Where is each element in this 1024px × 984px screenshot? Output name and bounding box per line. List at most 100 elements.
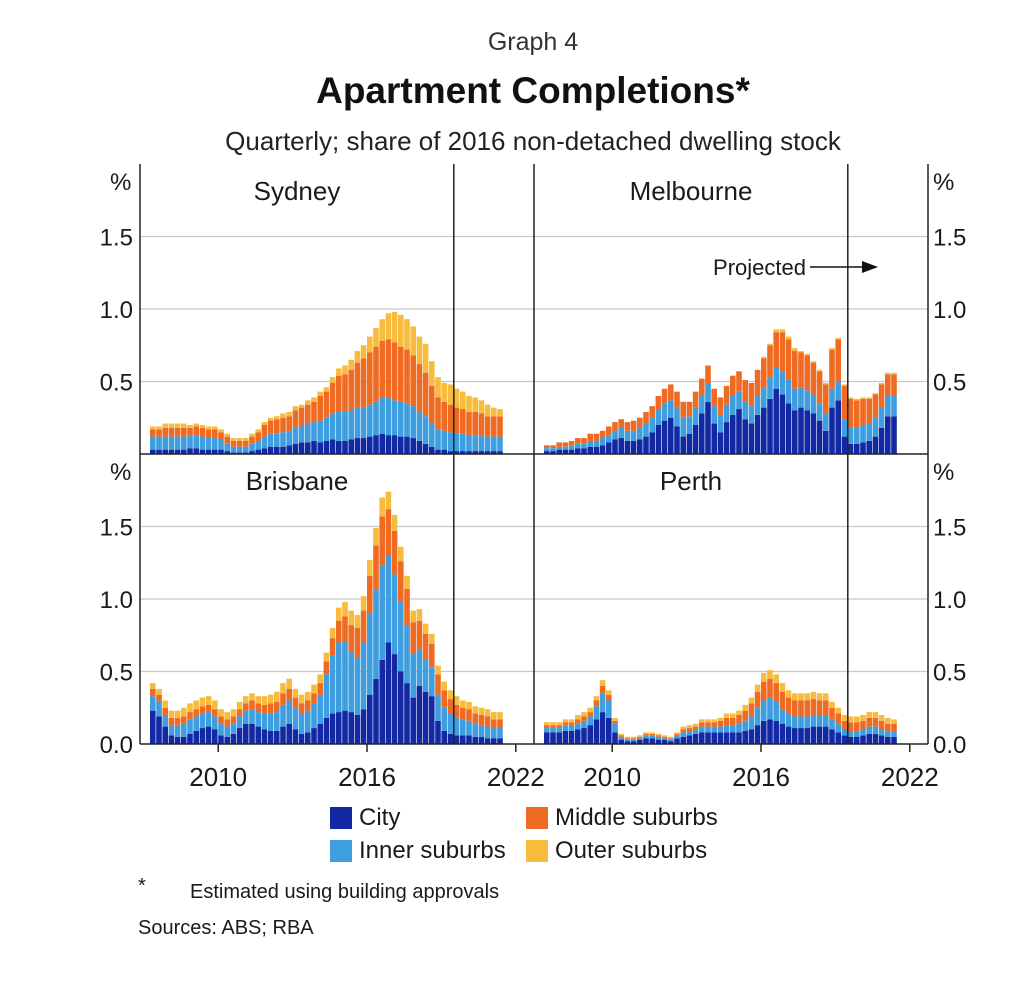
bar-outer-suburbs xyxy=(373,327,379,347)
bar-middle-suburbs xyxy=(637,417,643,428)
bar-middle-suburbs xyxy=(398,346,404,402)
bar-outer-suburbs xyxy=(267,694,274,704)
bar-city xyxy=(668,741,674,744)
bar-middle-suburbs xyxy=(286,416,292,431)
bar-city xyxy=(193,730,199,744)
legend-swatch-inner-suburbs xyxy=(330,840,352,862)
sources-note: Sources: ABS; RBA xyxy=(138,917,314,939)
bar-outer-suburbs xyxy=(478,400,485,414)
bar-city xyxy=(429,696,435,744)
bar-middle-suburbs xyxy=(336,620,342,643)
bar-city xyxy=(336,440,342,454)
legend-label-outer-suburbs: Outer suburbs xyxy=(555,837,708,864)
bar-middle-suburbs xyxy=(367,575,373,614)
bar-middle-suburbs xyxy=(484,416,491,437)
bar-city xyxy=(385,642,392,744)
bar-middle-suburbs xyxy=(168,717,175,726)
bar-middle-suburbs xyxy=(655,396,662,410)
bar-middle-suburbs xyxy=(156,429,162,437)
bar-city xyxy=(422,691,429,744)
bar-city xyxy=(692,733,699,744)
bar-outer-suburbs xyxy=(422,343,429,373)
bar-city xyxy=(885,416,891,454)
bar-inner-suburbs xyxy=(230,723,237,734)
bar-inner-suburbs xyxy=(630,739,637,742)
bar-middle-suburbs xyxy=(292,410,299,428)
bar-outer-suburbs xyxy=(630,736,637,739)
bar-inner-suburbs xyxy=(460,719,466,736)
bar-outer-suburbs xyxy=(367,336,373,353)
bar-city xyxy=(680,736,686,744)
bar-outer-suburbs xyxy=(466,396,472,412)
bar-inner-suburbs xyxy=(261,436,268,449)
bar-inner-suburbs xyxy=(385,397,392,436)
bar-middle-suburbs xyxy=(854,400,860,428)
bar-inner-suburbs xyxy=(329,413,336,440)
bar-middle-suburbs xyxy=(193,709,199,717)
bar-inner-suburbs xyxy=(550,728,556,733)
bar-city xyxy=(680,436,686,454)
bar-city xyxy=(860,442,866,454)
bar-middle-suburbs xyxy=(847,722,854,731)
bar-middle-suburbs xyxy=(562,722,569,726)
bar-inner-suburbs xyxy=(404,403,410,437)
bar-middle-suburbs xyxy=(748,703,755,717)
bar-outer-suburbs xyxy=(181,707,187,717)
bar-inner-suburbs xyxy=(435,429,441,450)
bar-inner-suburbs xyxy=(593,706,600,720)
bar-inner-suburbs xyxy=(581,443,587,449)
bar-inner-suburbs xyxy=(422,659,429,692)
y-tick-label-right: 1.5 xyxy=(933,225,966,252)
bar-city xyxy=(416,440,423,454)
bar-city xyxy=(193,448,199,454)
bar-middle-suburbs xyxy=(606,426,612,436)
bar-middle-suburbs xyxy=(773,332,779,367)
bar-city xyxy=(692,425,699,454)
legend-item-city: City xyxy=(330,804,400,832)
bar-city xyxy=(606,717,612,744)
bar-outer-suburbs xyxy=(379,497,385,517)
bar-middle-suburbs xyxy=(754,691,761,708)
bar-outer-suburbs xyxy=(298,694,305,704)
bar-middle-suburbs xyxy=(162,707,168,715)
bar-city xyxy=(199,728,206,744)
bar-middle-suburbs xyxy=(723,385,730,405)
bar-city xyxy=(761,720,767,744)
bar-middle-suburbs xyxy=(416,364,423,412)
legend-item-outer-suburbs: Outer suburbs xyxy=(526,837,707,865)
bar-city xyxy=(236,728,243,744)
bar-middle-suburbs xyxy=(174,717,181,726)
bar-middle-suburbs xyxy=(544,445,550,449)
bar-middle-suburbs xyxy=(649,406,655,418)
bar-inner-suburbs xyxy=(692,407,699,425)
bar-city xyxy=(466,735,472,744)
bar-middle-suburbs xyxy=(410,355,416,407)
bar-outer-suburbs xyxy=(587,707,593,713)
bar-middle-suburbs xyxy=(686,728,693,731)
bar-outer-suburbs xyxy=(224,433,230,437)
bar-outer-suburbs xyxy=(723,713,730,718)
bar-inner-suburbs xyxy=(422,416,429,444)
bar-outer-suburbs xyxy=(460,391,466,410)
bar-inner-suburbs xyxy=(466,435,472,452)
bar-outer-suburbs xyxy=(373,527,379,546)
bar-city xyxy=(556,449,562,454)
bar-middle-suburbs xyxy=(872,717,879,727)
bar-outer-suburbs xyxy=(274,416,280,420)
bar-inner-suburbs xyxy=(193,716,199,731)
bar-city xyxy=(711,732,717,744)
bar-city xyxy=(224,736,230,744)
bar-outer-suburbs xyxy=(612,717,618,721)
projected-label: Projected xyxy=(713,255,806,280)
bar-outer-suburbs xyxy=(447,384,454,405)
bar-inner-suburbs xyxy=(311,422,317,441)
bar-middle-suburbs xyxy=(785,339,792,381)
bar-outer-suburbs xyxy=(692,723,699,727)
bar-middle-suburbs xyxy=(243,703,249,711)
bar-outer-suburbs xyxy=(218,709,224,717)
bar-inner-suburbs xyxy=(150,436,156,450)
bar-outer-suburbs xyxy=(354,351,361,363)
bar-outer-suburbs xyxy=(761,672,767,682)
bar-city xyxy=(410,438,416,454)
bar-city xyxy=(717,432,724,454)
